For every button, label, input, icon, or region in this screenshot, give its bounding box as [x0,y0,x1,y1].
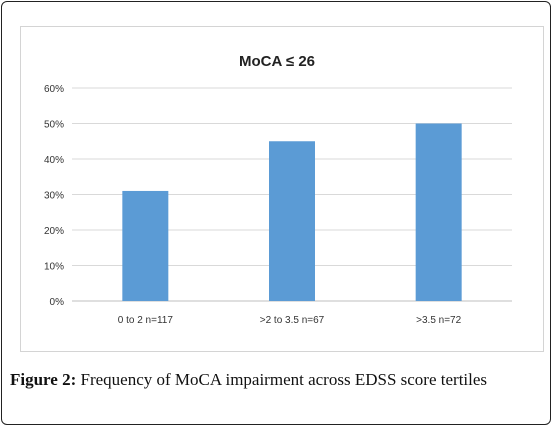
y-tick-label: 50% [44,120,64,131]
figure-caption: Figure 2: Frequency of MoCA impairment a… [10,369,544,391]
bar [122,190,169,301]
y-tick-label: 60% [44,84,64,95]
y-tick-label: 40% [44,155,64,166]
bar [415,123,462,301]
y-tick-label: 20% [44,226,64,237]
chart-title: MoCA ≤ 26 [239,53,315,70]
caption-text: Frequency of MoCA impairment across EDSS… [80,370,488,389]
x-tick-label: >2 to 3.5 n=67 [260,315,325,326]
y-tick-label: 30% [44,191,64,202]
y-tick-label: 10% [44,262,64,273]
bar [269,141,315,301]
bar-chart: MoCA ≤ 26 0% 10% 20% 30% 40% 50% 60% 0 to 2 n=… [44,53,512,326]
x-tick-label: 0 to 2 n=117 [118,315,174,326]
y-tick-label: 0% [50,297,65,308]
x-tick-label: >3.5 n=72 [416,315,461,326]
caption-label: Figure 2: [10,370,77,389]
